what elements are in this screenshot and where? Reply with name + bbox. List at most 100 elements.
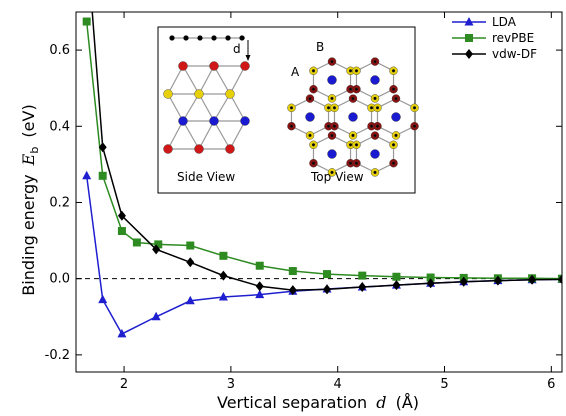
atom bbox=[394, 133, 398, 137]
data-point bbox=[358, 271, 367, 280]
atom bbox=[194, 89, 204, 99]
atom bbox=[391, 143, 396, 147]
atom bbox=[370, 75, 380, 85]
atom bbox=[305, 112, 315, 122]
structure-inset: Side View Top View d A B bbox=[157, 26, 419, 194]
atom bbox=[394, 96, 398, 101]
data-point bbox=[151, 311, 161, 321]
data-point bbox=[186, 241, 195, 250]
atom bbox=[178, 61, 188, 71]
bond bbox=[167, 93, 184, 122]
data-point bbox=[98, 142, 107, 153]
data-point bbox=[358, 282, 367, 293]
y-tick-label: 0.4 bbox=[49, 119, 70, 134]
inset-site-b-label: B bbox=[316, 40, 324, 54]
data-point bbox=[117, 210, 126, 221]
x-tick-label: 5 bbox=[440, 377, 448, 392]
data-point bbox=[219, 251, 228, 260]
atom bbox=[330, 134, 334, 138]
x-tick-label: 2 bbox=[120, 377, 128, 392]
atom bbox=[373, 134, 377, 138]
data-point bbox=[528, 274, 537, 285]
data-point bbox=[558, 274, 562, 285]
top-view-diagram bbox=[287, 57, 419, 177]
legend-marker bbox=[465, 49, 473, 59]
legend-item-lda: LDA bbox=[452, 15, 517, 29]
side-view-diagram bbox=[163, 35, 251, 154]
atom bbox=[209, 61, 219, 71]
atom bbox=[225, 144, 235, 154]
atom bbox=[240, 116, 250, 126]
atom bbox=[311, 143, 316, 147]
atom bbox=[330, 96, 334, 100]
data-point bbox=[288, 267, 297, 276]
atom bbox=[308, 133, 312, 137]
atom bbox=[375, 106, 380, 110]
bond bbox=[182, 93, 200, 122]
atom bbox=[373, 96, 377, 100]
data-point bbox=[255, 261, 264, 270]
atom bbox=[311, 69, 316, 73]
data-point bbox=[82, 17, 91, 26]
y-axis-label: Binding energy Eb (eV) bbox=[19, 104, 42, 295]
y-axis-label-subscript: b bbox=[28, 147, 41, 154]
y-axis-label-unit: (eV) bbox=[19, 104, 38, 137]
atom bbox=[308, 96, 312, 101]
atom bbox=[178, 116, 188, 126]
atom bbox=[354, 69, 359, 73]
x-axis-label-symbol: d bbox=[376, 393, 386, 412]
atom bbox=[326, 106, 331, 110]
atom bbox=[194, 144, 204, 154]
distance-arrow-head bbox=[245, 55, 251, 61]
atom bbox=[289, 106, 294, 110]
atom bbox=[327, 75, 337, 85]
bond bbox=[229, 93, 246, 122]
data-point bbox=[392, 272, 401, 281]
data-point bbox=[288, 285, 297, 296]
atom bbox=[351, 96, 355, 101]
atom bbox=[225, 89, 235, 99]
series-layer bbox=[82, 12, 562, 338]
series-clip-group bbox=[82, 12, 562, 338]
legend: LDA revPBE vdw-DF bbox=[452, 15, 537, 61]
atom bbox=[354, 161, 359, 165]
atom bbox=[289, 124, 294, 128]
y-tick-label: 0.0 bbox=[49, 272, 70, 287]
bond bbox=[229, 120, 246, 150]
x-axis-label-unit: (Å) bbox=[396, 393, 419, 412]
series-line-vdw-df bbox=[91, 12, 562, 291]
atom bbox=[375, 124, 380, 128]
atom bbox=[330, 59, 334, 64]
atom bbox=[373, 170, 377, 174]
bond bbox=[213, 120, 231, 150]
bond bbox=[213, 93, 231, 122]
atom bbox=[391, 112, 401, 122]
atom bbox=[330, 170, 334, 174]
legend-marker bbox=[465, 34, 473, 42]
atom bbox=[163, 144, 173, 154]
legend-marker bbox=[464, 17, 474, 26]
atom bbox=[354, 87, 359, 91]
atom bbox=[311, 161, 316, 165]
y-tick-label: -0.2 bbox=[45, 348, 70, 363]
data-point bbox=[323, 284, 332, 295]
x-tick-label: 6 bbox=[547, 377, 555, 392]
atom bbox=[348, 161, 353, 165]
legend-label: vdw-DF bbox=[492, 47, 537, 61]
inset-top-view-label: Top View bbox=[310, 170, 364, 184]
atom bbox=[332, 106, 337, 110]
data-point bbox=[426, 273, 435, 282]
x-axis-label-text: Vertical separation bbox=[217, 393, 367, 412]
series-vdw-df bbox=[91, 12, 562, 296]
bond bbox=[167, 120, 184, 150]
inset-site-a-label: A bbox=[291, 65, 300, 79]
legend-label: revPBE bbox=[492, 31, 534, 45]
data-point bbox=[152, 244, 161, 255]
y-tick-label: 0.6 bbox=[49, 43, 70, 58]
atom bbox=[370, 149, 380, 159]
data-point bbox=[117, 227, 126, 236]
atom bbox=[373, 59, 377, 64]
atom bbox=[351, 133, 355, 137]
data-point bbox=[98, 294, 108, 304]
